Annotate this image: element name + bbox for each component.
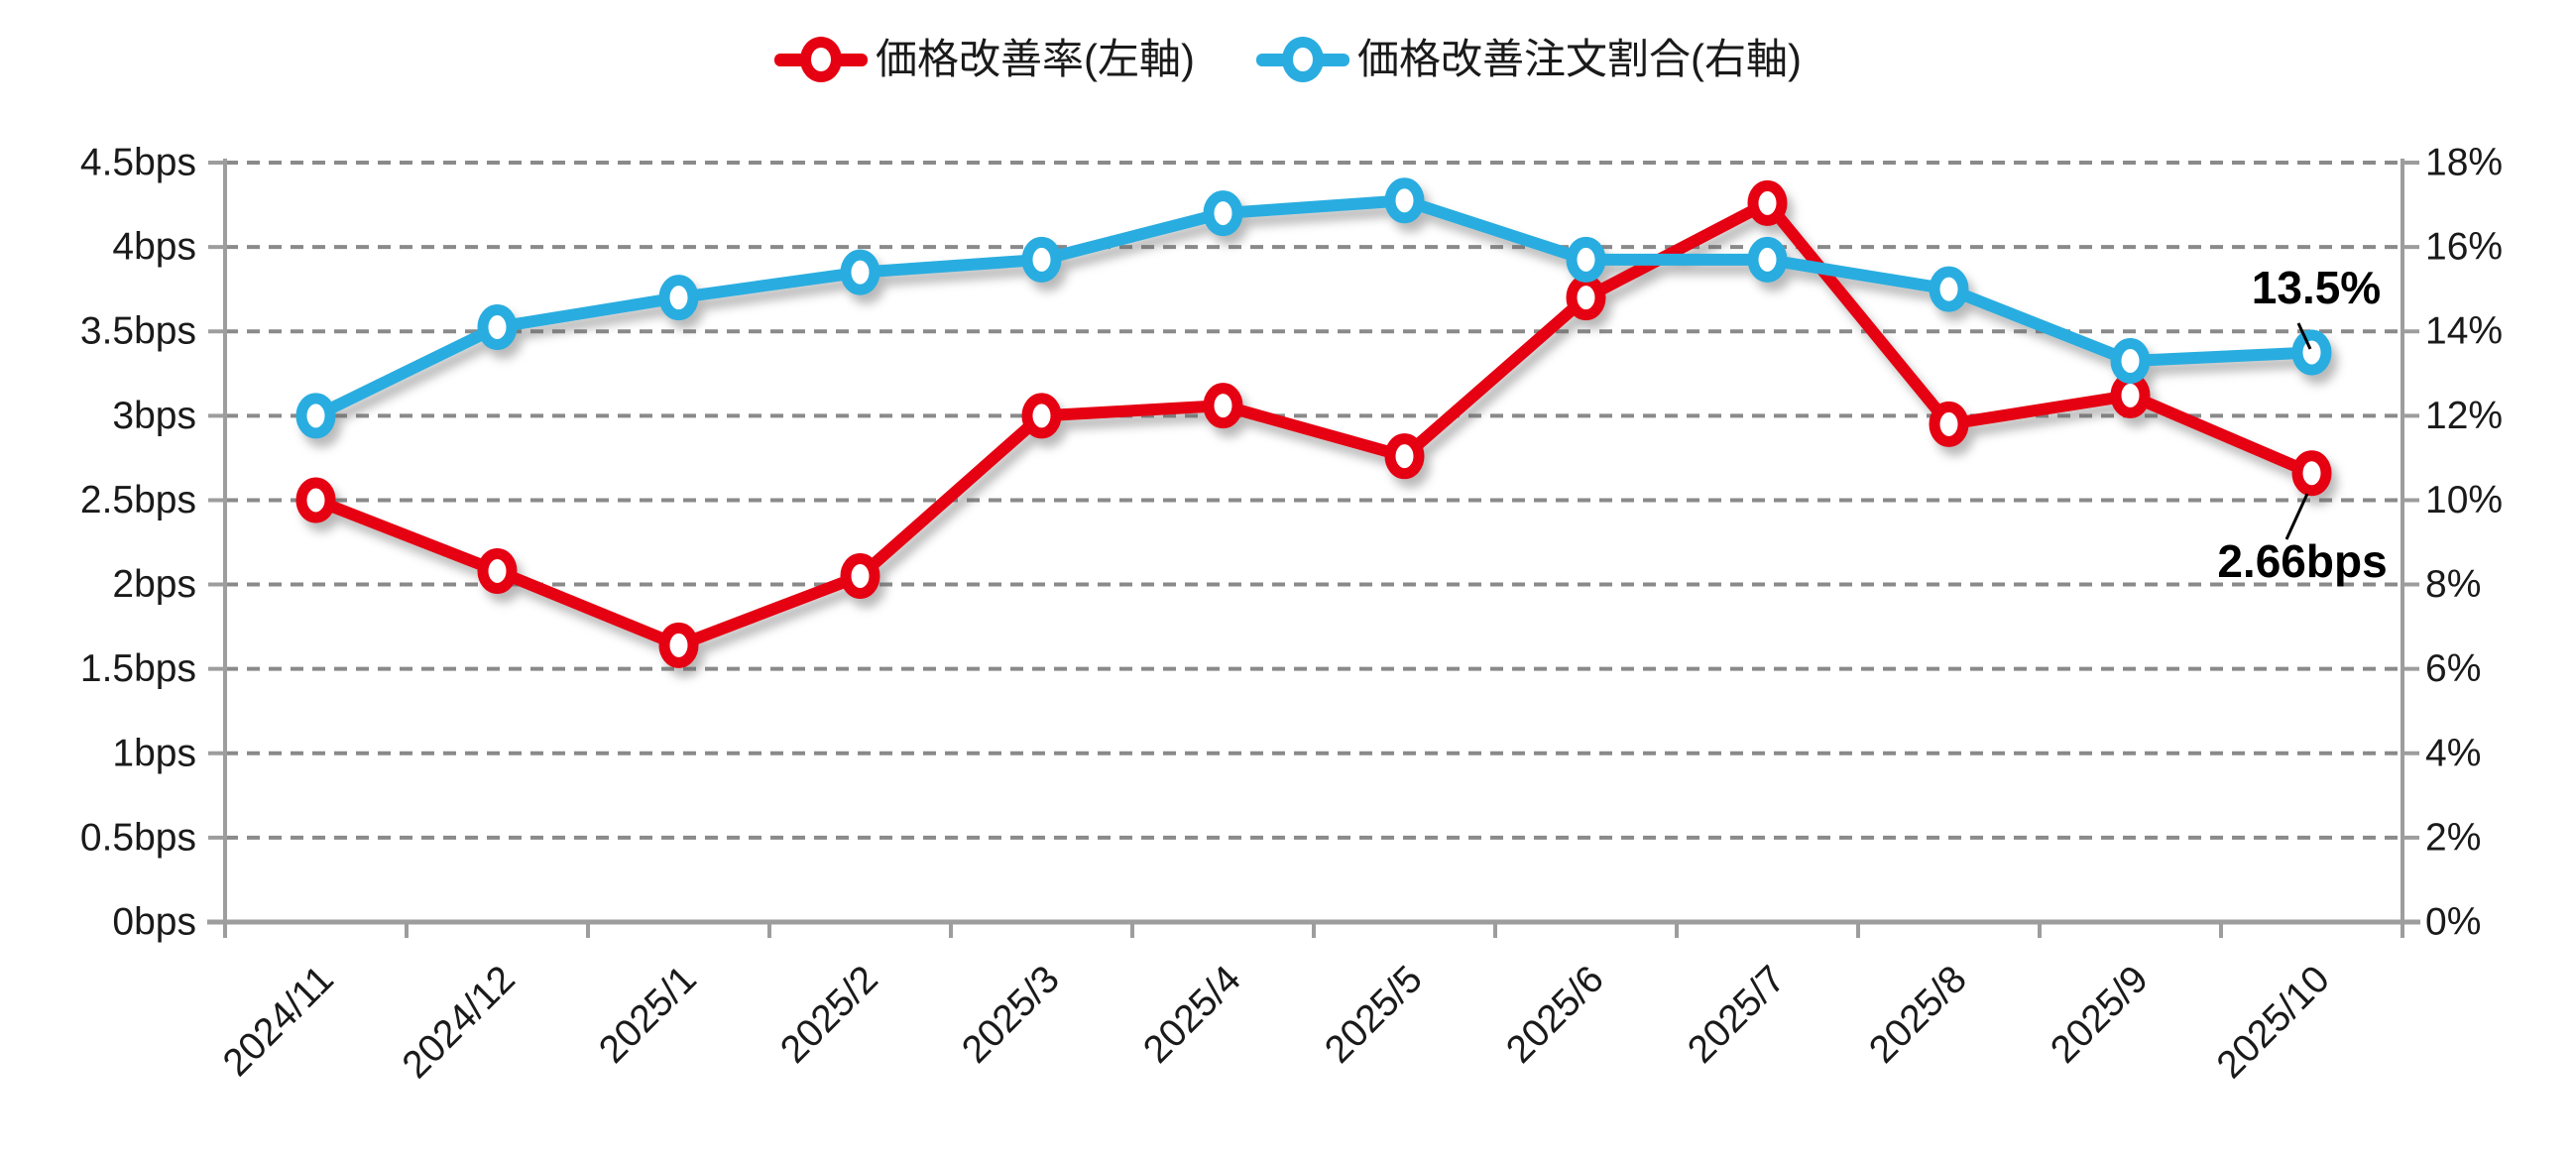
series-line-price-improvement-order-ratio xyxy=(309,194,2318,422)
annotation-last-order-ratio: 13.5% xyxy=(2252,262,2381,313)
data-point-marker xyxy=(840,553,880,600)
x-axis-label: 2025/6 xyxy=(1498,958,1612,1072)
data-point-marker xyxy=(1566,236,1606,283)
right-axis-tick-label: 0% xyxy=(2425,901,2481,944)
legend-circle-icon xyxy=(800,37,843,82)
right-axis-tick-label: 14% xyxy=(2425,310,2503,353)
data-point-marker xyxy=(1021,236,1062,283)
x-axis-label: 2025/7 xyxy=(1680,958,1794,1072)
right-axis-tick-label: 2% xyxy=(2425,816,2481,859)
data-point-marker xyxy=(1566,275,1606,321)
data-point-marker xyxy=(1929,266,1969,312)
left-axis-tick-label: 4bps xyxy=(112,226,196,269)
data-point-marker xyxy=(1384,177,1425,224)
data-point-marker xyxy=(1747,236,1788,283)
legend-item-price-improvement-order-ratio: 価格改善注文割合(右軸) xyxy=(1256,36,1802,83)
left-axis-tick-label: 0.5bps xyxy=(80,816,196,859)
legend-circle-icon xyxy=(1282,37,1324,82)
data-point-marker xyxy=(477,547,518,594)
x-axis-label: 2025/5 xyxy=(1317,958,1431,1072)
x-axis-label: 2024/12 xyxy=(395,958,524,1087)
annotations: 13.5% 2.66bps xyxy=(2217,262,2387,587)
left-axis-tick-label: 2.5bps xyxy=(80,479,196,521)
data-point-marker xyxy=(1384,433,1425,480)
series-group xyxy=(295,177,2332,668)
x-axis-label: 2024/11 xyxy=(215,958,342,1085)
data-point-marker xyxy=(658,275,699,321)
x-axis-label: 2025/1 xyxy=(591,958,705,1072)
x-axis-label: 2025/3 xyxy=(954,958,1068,1072)
right-axis-tick-label: 12% xyxy=(2425,395,2503,437)
data-point-marker xyxy=(658,622,699,668)
axis-labels: 4.5bps 4bps 3.5bps 3bps 2.5bps 2bps 1.5bps 1bps… xyxy=(80,142,2503,1088)
x-axis-label: 2025/4 xyxy=(1135,958,1249,1072)
gridlines xyxy=(225,161,2402,840)
legend-label-price-improvement-order-ratio: 価格改善注文割合(右軸) xyxy=(1357,36,1802,82)
left-axis-tick-label: 1bps xyxy=(112,732,196,774)
left-axis-tick-label: 0bps xyxy=(112,901,196,944)
data-point-marker xyxy=(2291,329,2332,376)
annotation-leader-line xyxy=(2296,322,2312,350)
axes xyxy=(207,159,2420,938)
right-axis-tick-label: 6% xyxy=(2425,647,2481,690)
data-point-marker xyxy=(1021,393,1062,439)
annotation-last-rate: 2.66bps xyxy=(2217,535,2387,587)
data-point-marker xyxy=(2110,338,2151,385)
right-axis-tick-label: 10% xyxy=(2425,479,2503,521)
left-axis-tick-label: 3.5bps xyxy=(80,310,196,353)
data-point-marker xyxy=(1203,383,1243,429)
data-point-marker xyxy=(1203,190,1243,237)
legend-item-price-improvement-rate: 価格改善率(左軸) xyxy=(774,36,1195,83)
left-axis-tick-label: 3bps xyxy=(112,395,196,437)
data-point-marker xyxy=(295,477,336,523)
x-axis-label: 2025/8 xyxy=(1861,958,1975,1072)
left-axis-tick-label: 2bps xyxy=(112,563,196,606)
left-axis-tick-label: 4.5bps xyxy=(80,142,196,184)
right-axis-tick-label: 16% xyxy=(2425,226,2503,269)
x-axis-label: 2025/2 xyxy=(772,958,886,1072)
data-point-marker xyxy=(1929,401,1969,447)
right-axis-tick-label: 4% xyxy=(2425,732,2481,774)
series-line-price-improvement-rate xyxy=(309,196,2318,651)
data-point-marker xyxy=(477,303,518,350)
x-axis-label: 2025/10 xyxy=(2209,958,2338,1087)
right-axis-tick-label: 8% xyxy=(2425,563,2481,606)
x-axis-label: 2025/9 xyxy=(2043,958,2157,1072)
data-point-marker xyxy=(1747,179,1788,226)
legend-marker-red-line-circle-icon xyxy=(774,36,869,83)
legend: 価格改善率(左軸) 価格改善注文割合(右軸) xyxy=(0,36,2576,83)
right-axis-tick-label: 18% xyxy=(2425,142,2503,184)
legend-label-price-improvement-rate: 価格改善率(左軸) xyxy=(876,36,1195,82)
data-point-marker xyxy=(840,249,880,295)
left-axis-tick-label: 1.5bps xyxy=(80,647,196,690)
data-point-marker xyxy=(295,393,336,439)
legend-marker-blue-line-circle-icon xyxy=(1256,36,1349,83)
data-point-marker xyxy=(2291,450,2332,497)
annotation-leader-line xyxy=(2284,493,2309,540)
